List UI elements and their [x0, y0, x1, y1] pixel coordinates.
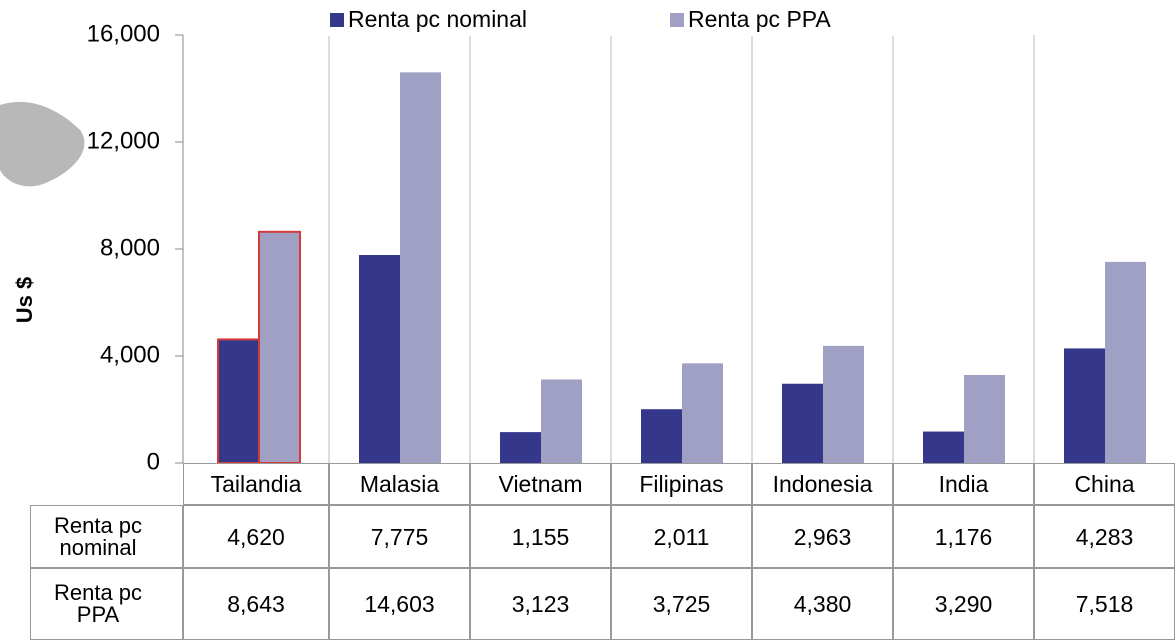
table-value: 1,176: [893, 505, 1034, 568]
bar: [541, 379, 582, 463]
bar: [217, 338, 260, 465]
table-value: 4,380: [752, 568, 893, 640]
table-value: 4,283: [1034, 505, 1175, 568]
legend-label: Renta pc PPA: [688, 6, 831, 32]
table-value: 3,725: [611, 568, 752, 640]
y-tick-label: 8,000: [100, 234, 160, 261]
legend-box: [272, 6, 927, 36]
map-fragment: [0, 101, 85, 187]
table-value: 7,775: [329, 505, 470, 568]
bar: [923, 431, 964, 463]
y-tick-label: 4,000: [100, 341, 160, 368]
table-value: 4,620: [183, 505, 329, 568]
category-label: India: [893, 463, 1034, 505]
bar: [782, 383, 823, 463]
row-label: Renta pc nominal: [30, 505, 183, 568]
bar: [400, 72, 441, 463]
bar: [500, 432, 541, 463]
table-value: 2,963: [752, 505, 893, 568]
bar: [682, 363, 723, 463]
table-value: 8,643: [183, 568, 329, 640]
bar: [641, 409, 682, 463]
category-label: China: [1034, 463, 1175, 505]
category-label: Malasia: [329, 463, 470, 505]
table-value: 1,155: [470, 505, 611, 568]
bar: [823, 345, 864, 463]
y-axis-label: Us $: [12, 277, 37, 323]
y-tick-label: 0: [147, 448, 160, 475]
y-tick-label: 16,000: [87, 20, 160, 47]
category-label: Vietnam: [470, 463, 611, 505]
bar: [1105, 261, 1146, 463]
row-label: Renta pc PPA: [30, 568, 183, 640]
bar: [359, 255, 400, 463]
category-label: Tailandia: [183, 463, 329, 505]
table-value: 2,011: [611, 505, 752, 568]
table-value: 7,518: [1034, 568, 1175, 640]
table-value: 14,603: [329, 568, 470, 640]
table-value: 3,123: [470, 568, 611, 640]
category-label: Filipinas: [611, 463, 752, 505]
legend-swatch: [670, 13, 684, 27]
legend-swatch: [330, 13, 344, 27]
legend-label: Renta pc nominal: [348, 6, 527, 32]
bar: [258, 230, 301, 464]
y-tick-label: 12,000: [87, 127, 160, 154]
table-value: 3,290: [893, 568, 1034, 640]
bar: [1064, 348, 1105, 463]
bar: [964, 374, 1005, 463]
category-label: Indonesia: [752, 463, 893, 505]
